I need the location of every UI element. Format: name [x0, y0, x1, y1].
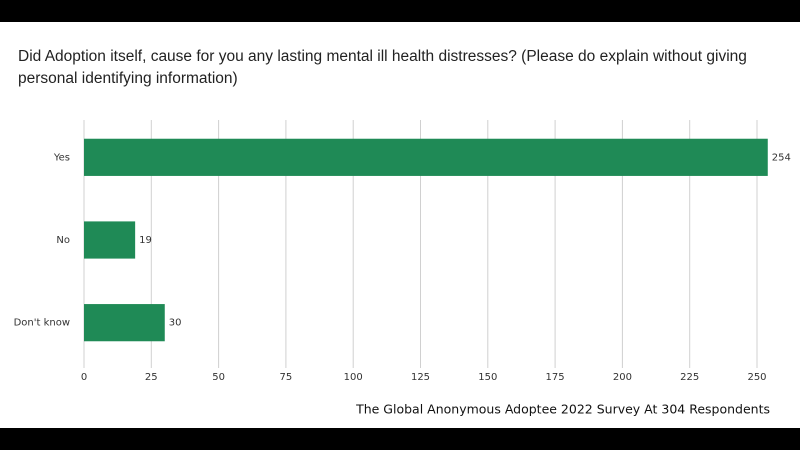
x-tick-label: 75 — [280, 372, 293, 383]
bar — [84, 221, 136, 259]
y-tick-label: Yes — [53, 152, 70, 163]
x-tick-label: 175 — [546, 372, 565, 383]
bar — [84, 138, 768, 176]
x-tick-label: 100 — [344, 372, 363, 383]
x-tick-label: 0 — [81, 372, 87, 383]
chart-title: Did Adoption itself, cause for you any l… — [18, 48, 747, 87]
x-tick-label: 50 — [212, 372, 225, 383]
data-label: 19 — [139, 235, 152, 246]
x-tick-label: 200 — [613, 372, 632, 383]
footer: The Global Anonymous Adoptee 2022 Survey… — [355, 402, 770, 417]
chart: The Global Anonymous Adoptee 2022 Survey… — [14, 120, 791, 417]
data-label: 254 — [772, 152, 791, 163]
bar — [84, 304, 165, 342]
x-tick-label: 250 — [747, 372, 766, 383]
x-tick-label: 225 — [680, 372, 699, 383]
data-label: 30 — [169, 318, 182, 329]
x-tick-label: 25 — [145, 372, 158, 383]
x-tick-label: 125 — [411, 372, 430, 383]
y-tick-label: Don't know — [14, 318, 70, 329]
y-tick-label: No — [56, 235, 70, 246]
x-tick-label: 150 — [478, 372, 497, 383]
chart-panel: Did Adoption itself, cause for you any l… — [0, 22, 800, 428]
